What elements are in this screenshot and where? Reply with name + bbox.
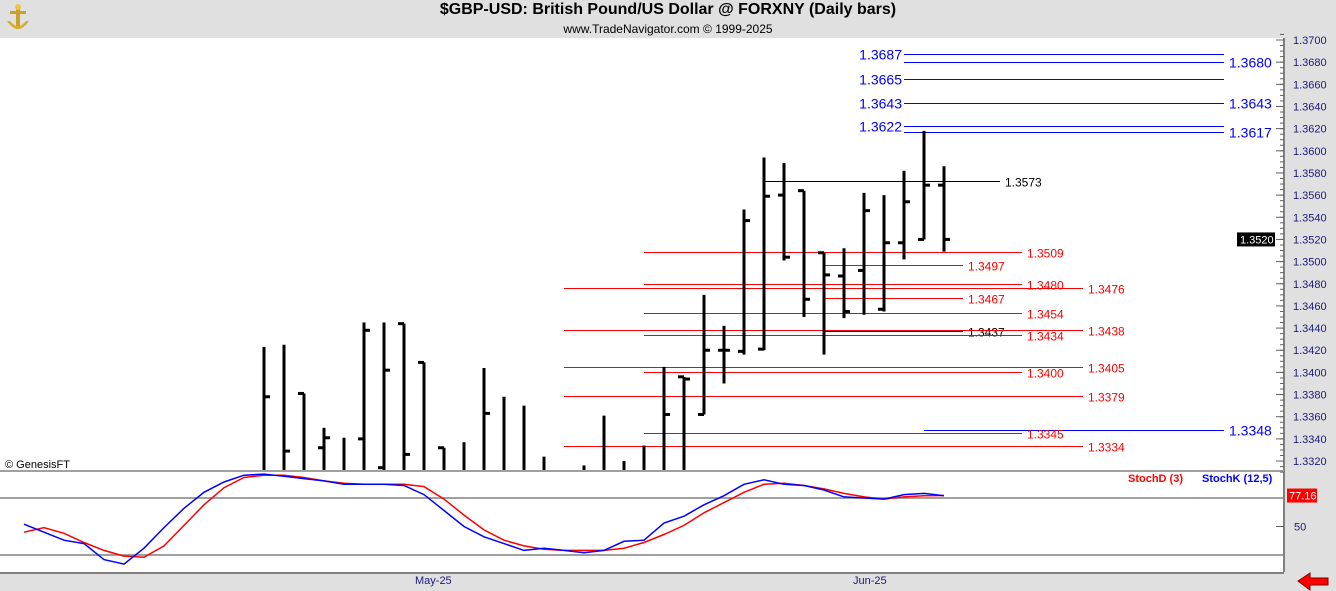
ohlc-bar xyxy=(778,162,790,261)
stochastic-panel xyxy=(0,472,1284,572)
level-label: 1.3680 xyxy=(1229,55,1272,71)
level-label: 1.3438 xyxy=(1088,325,1125,339)
stoch-last-label: 77.16 xyxy=(1289,491,1317,503)
y-tick-label: 1.3320 xyxy=(1293,456,1327,468)
ohlc-bar xyxy=(298,391,306,470)
y-tick-label: 1.3680 xyxy=(1293,57,1327,69)
y-tick-label: 1.3340 xyxy=(1293,434,1327,446)
ohlc-bar xyxy=(262,346,270,470)
y-tick-label: 1.3480 xyxy=(1293,279,1327,291)
ohlc-bar xyxy=(898,170,910,260)
level-label: 1.3379 xyxy=(1088,391,1125,405)
copyright-label: © GenesisFT xyxy=(5,459,70,471)
x-label-may: May-25 xyxy=(415,575,452,587)
scroll-left-arrow-icon[interactable] xyxy=(1297,572,1329,591)
level-label: 1.3405 xyxy=(1088,362,1125,376)
trade-navigator-logo-icon xyxy=(7,4,29,29)
ohlc-bar xyxy=(878,195,890,312)
chart-subtitle: www.TradeNavigator.com © 1999-2025 xyxy=(563,22,773,36)
level-label: 1.3437 xyxy=(968,326,1005,340)
level-label: 1.3345 xyxy=(1027,428,1064,442)
level-label: 1.3665 xyxy=(859,72,902,88)
y-tick-label: 1.3540 xyxy=(1293,212,1327,224)
chart-title: $GBP-USD: British Pound/US Dollar @ FORX… xyxy=(439,1,897,18)
y-tick-label: 1.3360 xyxy=(1293,412,1327,424)
y-tick-label: 1.3460 xyxy=(1293,301,1327,313)
ohlc-bar xyxy=(318,427,330,470)
y-tick-label: 1.3560 xyxy=(1293,190,1327,202)
ohlc-bar xyxy=(378,322,390,470)
ohlc-bar xyxy=(818,251,830,355)
ohlc-bar xyxy=(718,325,730,384)
y-tick-label: 1.3640 xyxy=(1293,101,1327,113)
y-tick-label: 1.3660 xyxy=(1293,79,1327,91)
last-price-label: 1.3520 xyxy=(1240,234,1274,246)
ohlc-bar xyxy=(938,166,950,252)
y-tick-label: 1.3700 xyxy=(1293,35,1327,47)
ohlc-bar xyxy=(358,322,370,470)
level-label: 1.3480 xyxy=(1027,279,1064,293)
level-label: 1.3622 xyxy=(859,119,902,135)
stochk-line xyxy=(23,473,945,565)
level-label: 1.3573 xyxy=(1005,176,1042,190)
ohlc-bar xyxy=(698,294,710,417)
stoch-y-label: 50 xyxy=(1294,522,1306,534)
ohlc-bar xyxy=(858,192,870,315)
legend-stochk: StochK (12,5) xyxy=(1202,473,1273,485)
ohlc-bar xyxy=(758,157,770,351)
ohlc-bar xyxy=(798,189,810,317)
level-label: 1.3497 xyxy=(968,260,1005,274)
ohlc-bar xyxy=(678,375,690,470)
stoch-last-badge xyxy=(1287,488,1317,503)
y-tick-label: 1.3400 xyxy=(1293,367,1327,379)
ohlc-bar xyxy=(438,446,446,470)
legend-stochd: StochD (3) xyxy=(1128,473,1183,485)
level-label: 1.3687 xyxy=(859,47,902,63)
level-label: 1.3400 xyxy=(1027,367,1064,381)
level-label: 1.3348 xyxy=(1229,423,1272,439)
level-label: 1.3643 xyxy=(1229,96,1272,112)
y-tick-label: 1.3420 xyxy=(1293,345,1327,357)
y-tick-label: 1.3440 xyxy=(1293,323,1327,335)
level-label: 1.3617 xyxy=(1229,125,1272,141)
level-label: 1.3434 xyxy=(1027,330,1064,344)
y-tick-label: 1.3620 xyxy=(1293,124,1327,136)
ohlc-bar xyxy=(418,360,426,470)
level-label: 1.3467 xyxy=(968,293,1005,307)
x-label-jun: Jun-25 xyxy=(853,575,887,587)
y-tick-label: 1.3520 xyxy=(1293,234,1327,246)
level-label: 1.3334 xyxy=(1088,441,1125,455)
last-price-badge xyxy=(1237,232,1275,247)
price-panel xyxy=(0,38,1284,470)
y-tick-label: 1.3600 xyxy=(1293,146,1327,158)
ohlc-bar xyxy=(838,248,850,319)
ohlc-bar xyxy=(282,344,290,470)
y-tick-label: 1.3380 xyxy=(1293,390,1327,402)
ohlc-bar xyxy=(738,209,750,355)
level-label: 1.3454 xyxy=(1027,308,1064,322)
ohlc-bar xyxy=(662,366,670,470)
ohlc-bar xyxy=(482,367,490,470)
ohlc-bar xyxy=(918,130,930,241)
ohlc-bar xyxy=(398,322,410,470)
level-label: 1.3643 xyxy=(859,96,902,112)
level-label: 1.3509 xyxy=(1027,247,1064,261)
level-label: 1.3476 xyxy=(1088,283,1125,297)
y-tick-label: 1.3500 xyxy=(1293,257,1327,269)
y-tick-label: 1.3580 xyxy=(1293,168,1327,180)
